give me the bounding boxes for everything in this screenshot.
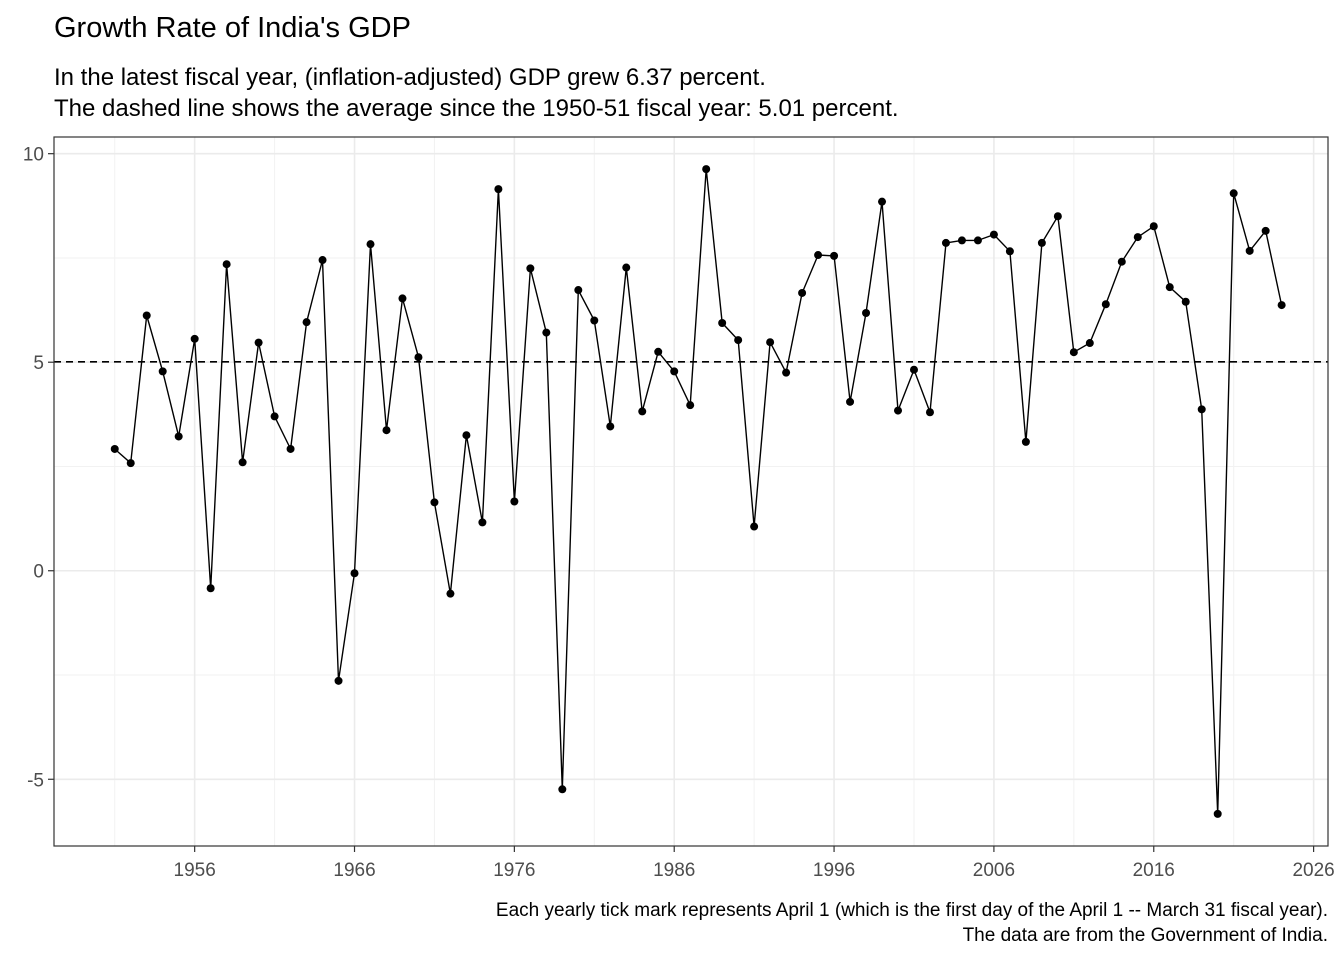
data-point <box>574 286 583 295</box>
data-point <box>1165 283 1174 292</box>
data-point <box>734 336 743 345</box>
data-point <box>366 240 375 249</box>
x-tick-label: 2016 <box>1133 860 1175 881</box>
subtitle-line-1: In the latest fiscal year, (inflation-ad… <box>54 64 766 91</box>
data-point <box>350 569 359 578</box>
data-point <box>941 238 950 247</box>
data-point <box>398 294 407 303</box>
data-point <box>414 353 423 362</box>
data-point <box>558 785 567 794</box>
data-point <box>1117 257 1126 266</box>
data-point <box>238 458 247 467</box>
data-point <box>782 368 791 377</box>
data-point <box>446 589 455 598</box>
data-point <box>1149 222 1158 231</box>
series-line <box>114 168 1283 815</box>
x-tick-label: 1996 <box>813 860 855 881</box>
chart-subtitle: In the latest fiscal year, (inflation-ad… <box>54 62 899 124</box>
data-point <box>606 422 615 431</box>
data-point <box>670 367 679 376</box>
y-tick-label: 0 <box>33 562 44 583</box>
data-point <box>158 367 167 376</box>
data-point <box>206 584 215 593</box>
data-point <box>478 518 487 527</box>
data-point <box>846 397 855 406</box>
data-point <box>174 432 183 441</box>
caption-line-2: The data are from the Government of Indi… <box>962 925 1328 946</box>
data-point <box>638 407 647 416</box>
x-tick-label: 1956 <box>174 860 216 881</box>
data-point <box>830 251 839 260</box>
data-point <box>766 338 775 347</box>
data-point <box>1277 301 1286 310</box>
data-point <box>973 236 982 245</box>
panel-border <box>53 136 1329 847</box>
data-point <box>1261 226 1270 235</box>
data-point <box>957 236 966 245</box>
data-point <box>1085 339 1094 348</box>
data-point <box>142 311 151 320</box>
data-point <box>254 338 263 347</box>
data-point <box>542 328 551 337</box>
x-tick-label: 1966 <box>333 860 375 881</box>
data-point <box>702 165 711 174</box>
caption-line-1: Each yearly tick mark represents April 1… <box>495 900 1328 921</box>
data-point <box>110 444 119 453</box>
y-tick-label: 10 <box>23 145 44 166</box>
data-point <box>1213 809 1222 818</box>
data-point <box>718 319 727 328</box>
data-point <box>1021 437 1030 446</box>
data-point <box>190 334 199 343</box>
data-point <box>1245 246 1254 255</box>
data-point <box>654 347 663 356</box>
data-point <box>1037 238 1046 247</box>
data-point <box>989 230 998 239</box>
grid-lines <box>54 137 1328 846</box>
data-point <box>862 308 871 317</box>
x-tick-label: 1976 <box>493 860 535 881</box>
data-point <box>286 444 295 453</box>
data-point <box>302 318 311 327</box>
data-point <box>925 408 934 417</box>
data-point <box>750 522 759 531</box>
x-tick-label: 2026 <box>1292 860 1334 881</box>
data-point <box>494 185 503 194</box>
data-point <box>334 676 343 685</box>
data-point <box>1181 297 1190 306</box>
data-point <box>909 365 918 374</box>
data-point <box>462 431 471 440</box>
data-point <box>1069 348 1078 357</box>
y-tick-label: 5 <box>33 353 44 374</box>
data-point <box>798 288 807 297</box>
data-point <box>1005 247 1014 256</box>
axes: 1956 1966 1976 1986 1996 2006 2016 2026 -5 0 5 10 <box>23 145 1335 881</box>
data-point <box>510 497 519 506</box>
data-point <box>1101 300 1110 309</box>
data-point <box>622 263 631 272</box>
data-point <box>318 256 327 265</box>
data-point <box>878 197 887 206</box>
chart-caption: Each yearly tick mark represents April 1… <box>496 898 1328 948</box>
y-tick-label: -5 <box>27 770 44 791</box>
x-tick-label: 1986 <box>653 860 695 881</box>
series-layer <box>110 165 1286 818</box>
data-point <box>222 260 231 269</box>
data-point <box>526 264 535 273</box>
data-point <box>1197 405 1206 414</box>
data-point <box>686 401 695 410</box>
data-point <box>382 426 391 435</box>
data-point <box>270 412 279 421</box>
data-point <box>1053 212 1062 221</box>
chart-title: Growth Rate of India's GDP <box>54 12 411 44</box>
data-point <box>1133 233 1142 242</box>
data-point <box>814 251 823 260</box>
data-point <box>590 316 599 325</box>
data-point <box>894 406 903 415</box>
data-point <box>430 498 439 507</box>
subtitle-line-2: The dashed line shows the average since … <box>54 95 899 122</box>
data-point <box>126 459 135 468</box>
data-point <box>1229 189 1238 198</box>
x-tick-label: 2006 <box>973 860 1015 881</box>
